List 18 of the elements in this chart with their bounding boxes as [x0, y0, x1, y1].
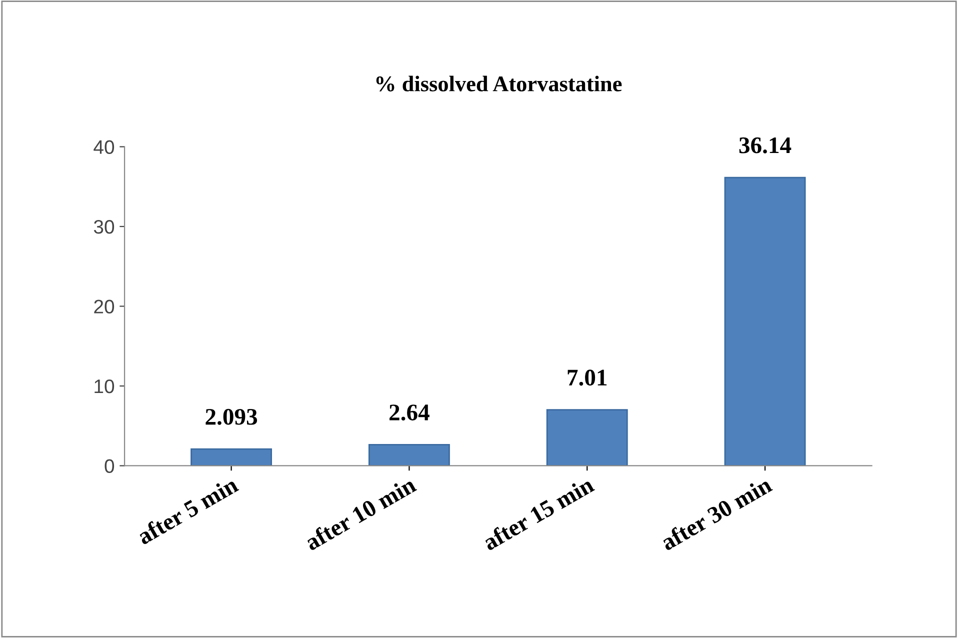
- bar: [724, 176, 806, 466]
- data-label: 7.01: [568, 370, 607, 386]
- chart-title: % dissolved Atorvastatine: [376, 76, 622, 92]
- data-label: 2.64: [390, 404, 430, 421]
- x-tick-label: after 10 min: [303, 475, 418, 551]
- y-tick-label: 30: [94, 220, 114, 234]
- data-label: 2.093: [206, 408, 258, 425]
- data-label: 36.14: [739, 137, 792, 154]
- bar: [546, 409, 628, 466]
- bar: [368, 444, 450, 466]
- y-tick-label: 20: [94, 300, 114, 314]
- y-tick-label: 40: [94, 140, 114, 154]
- y-tick-label: 0: [104, 459, 114, 473]
- x-tick-label: after 15 min: [481, 475, 596, 551]
- y-tick-label: 10: [94, 379, 114, 394]
- x-tick-label: after 5 min: [136, 475, 240, 545]
- x-tick-label: after 30 min: [659, 475, 774, 551]
- bar: [190, 448, 272, 466]
